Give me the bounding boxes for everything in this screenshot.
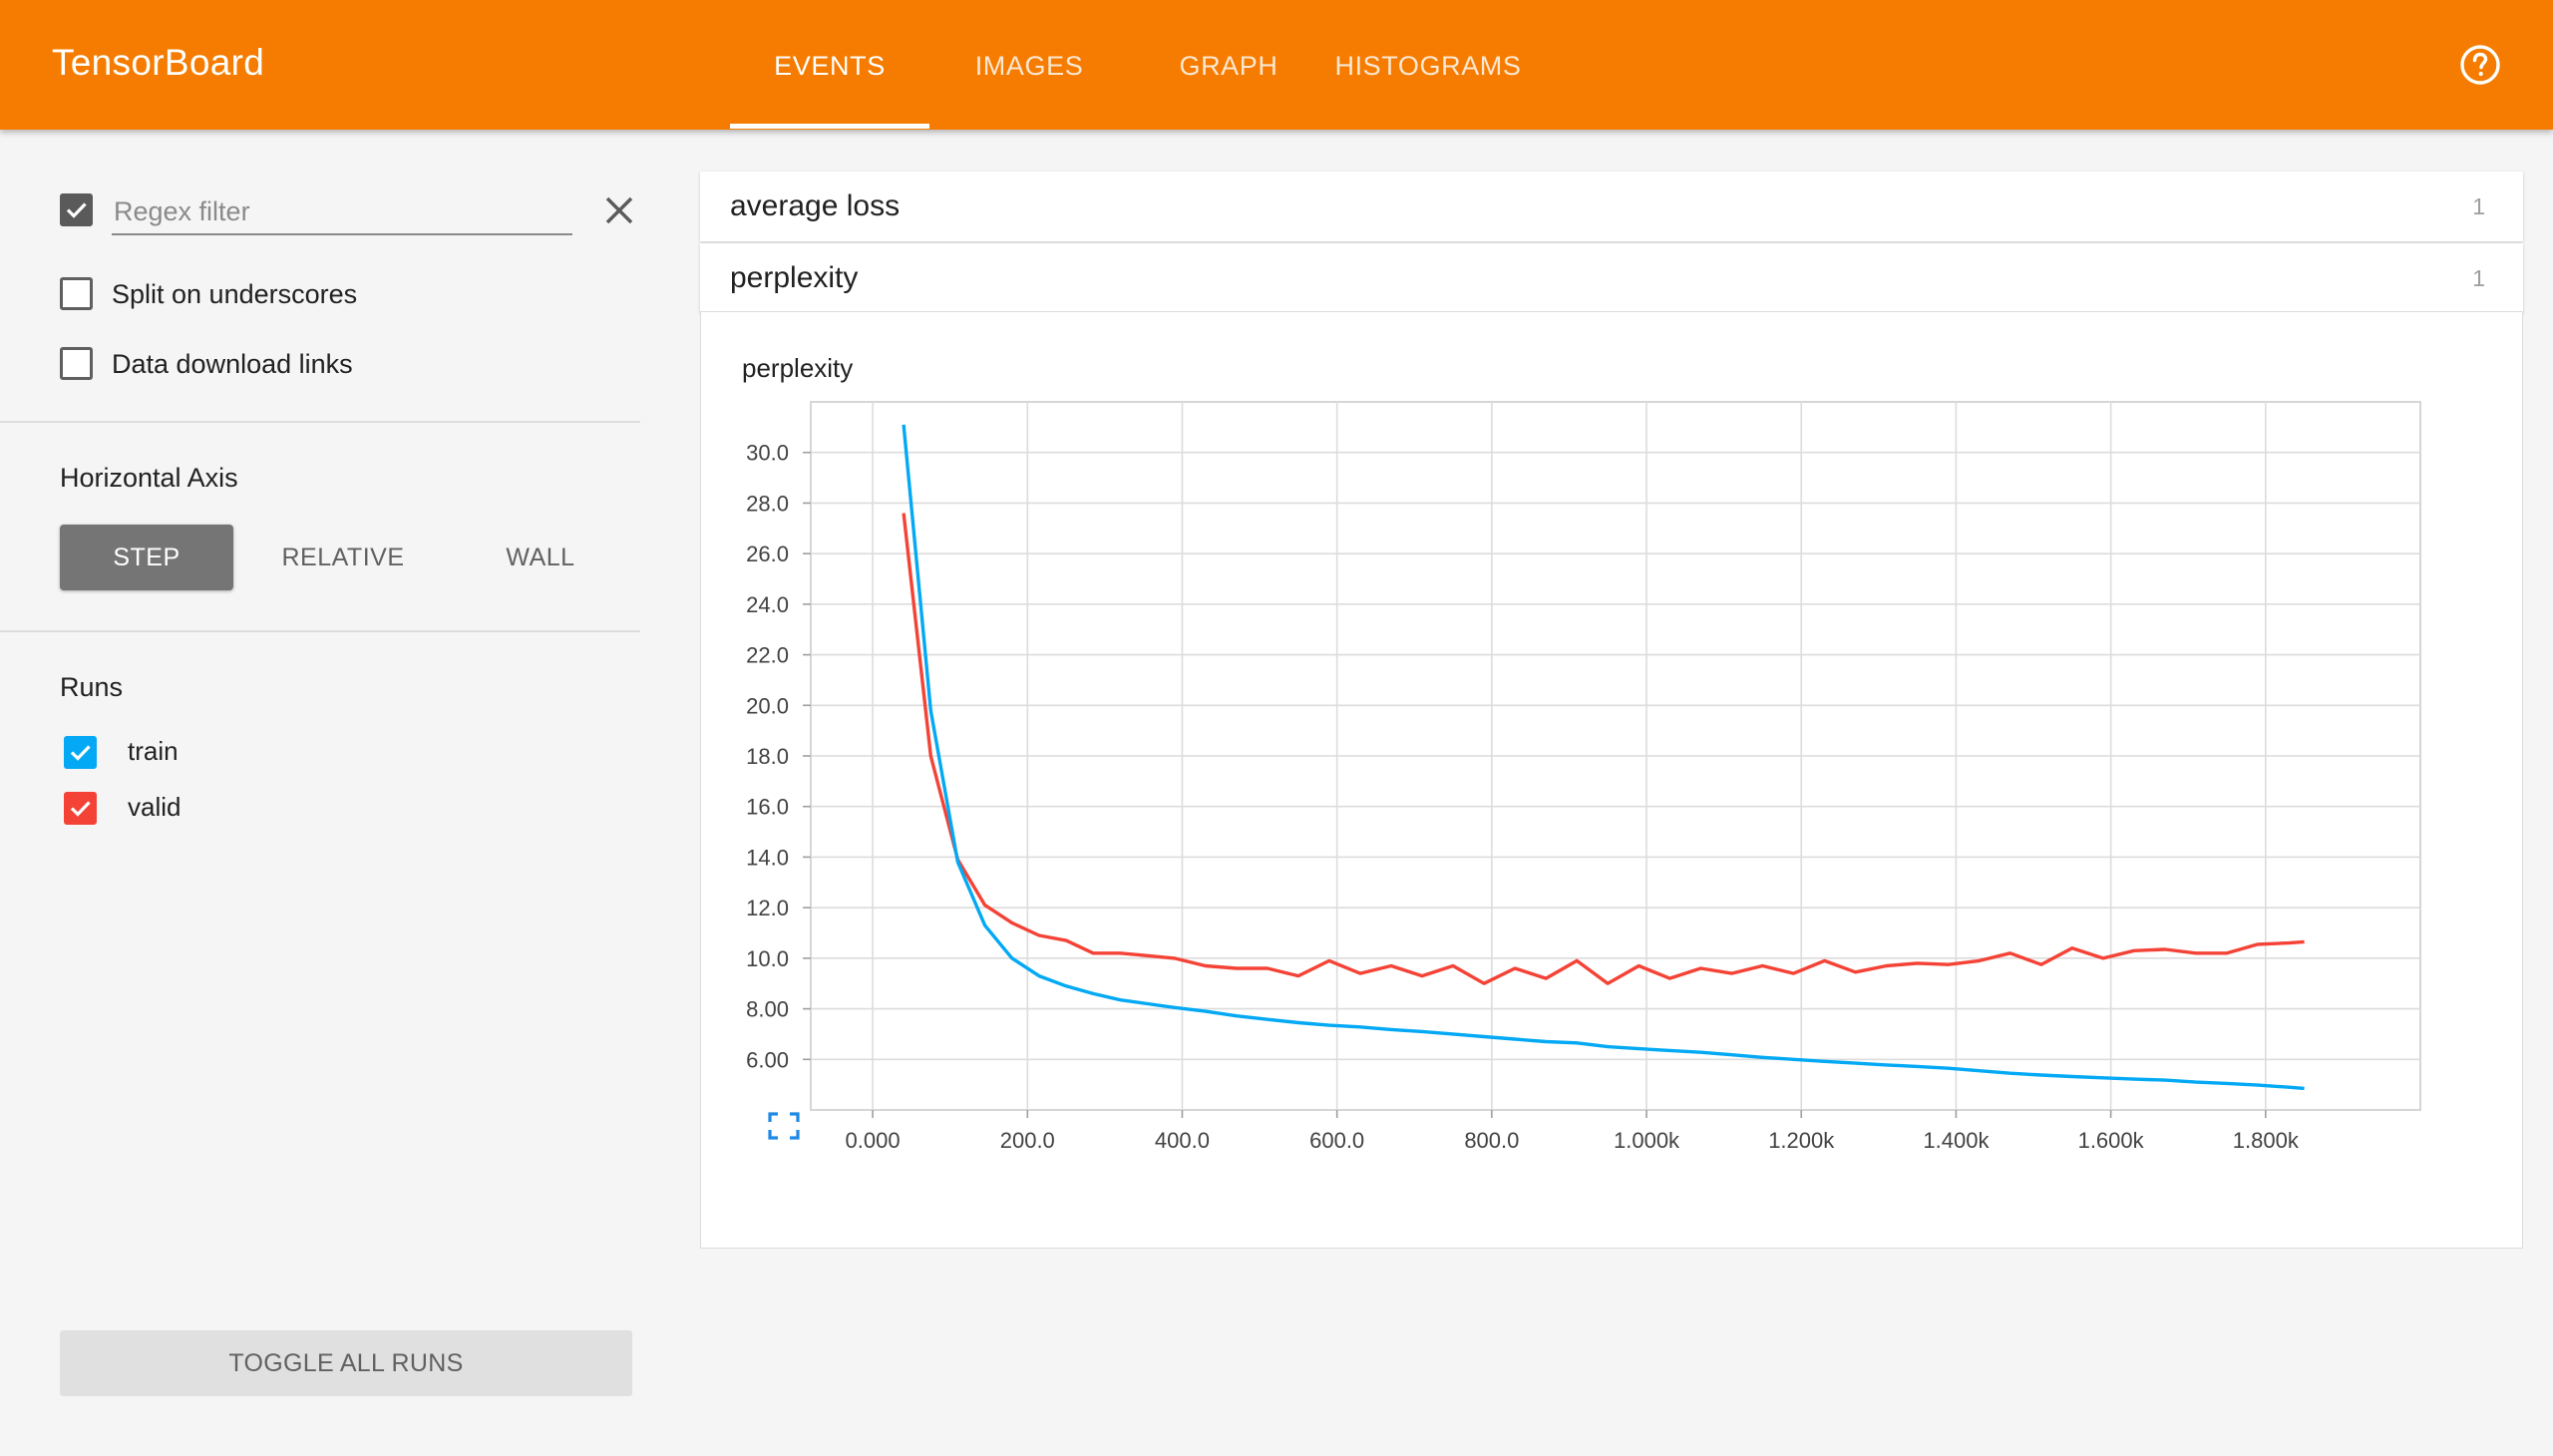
active-tab-indicator [730,124,929,129]
run-checkbox-valid[interactable] [64,792,97,825]
x-tick-label: 200.0 [1000,1128,1055,1153]
x-tick-label: 1.400k [1923,1128,1990,1153]
x-tick-label: 1.000k [1614,1128,1680,1153]
top-app-bar: TensorBoard EVENTS IMAGES GRAPH HISTOGRA… [0,0,2553,130]
split-underscores-label: Split on underscores [112,279,358,309]
chart-series [902,424,2305,1091]
run-label-train: train [128,736,179,766]
close-icon[interactable] [604,195,634,225]
sidebar-divider [0,421,640,423]
y-tick-label: 22.0 [746,643,789,668]
tab-events[interactable]: EVENTS [774,51,886,81]
y-tick-label: 16.0 [746,795,789,820]
tab-graph[interactable]: GRAPH [1179,51,1278,81]
x-tick-label: 0.000 [846,1128,901,1153]
app-title: TensorBoard [52,42,265,83]
sidebar: Split on underscores Data download links… [0,130,640,1456]
x-tick-label: 400.0 [1155,1128,1210,1153]
y-tick-label: 8.00 [746,997,789,1022]
chart-grid [810,401,2421,1111]
y-tick-label: 6.00 [746,1047,789,1072]
chart-title: perplexity [742,353,853,383]
x-tick-label: 800.0 [1464,1128,1519,1153]
category-count: 1 [2472,265,2485,291]
tab-histograms[interactable]: HISTOGRAMS [1334,51,1522,81]
split-underscores-checkbox[interactable] [60,277,93,310]
category-count: 1 [2472,193,2485,219]
run-label-valid: valid [128,792,182,822]
y-tick-label: 24.0 [746,592,789,617]
y-tick-label: 10.0 [746,946,789,971]
category-header-perplexity[interactable]: perplexity 1 [700,243,2523,313]
x-tick-label: 600.0 [1309,1128,1364,1153]
perplexity-chart[interactable]: perplexity 6.00 8.00 10.0 12.0 14.0 16.0 18.0 2… [701,312,2524,1250]
data-download-checkbox[interactable] [60,347,93,380]
y-tick-label: 12.0 [746,896,789,920]
category-title: perplexity [730,261,859,294]
x-tick-label: 1.200k [1768,1128,1835,1153]
regex-filter-input[interactable] [112,189,572,235]
regex-filter-checkbox[interactable] [60,193,93,226]
series-line-train[interactable] [902,424,2305,1091]
y-tick-label: 28.0 [746,491,789,516]
runs-title: Runs [60,672,124,702]
axis-wall-button[interactable]: WALL [506,544,575,571]
y-tick-label: 20.0 [746,693,789,718]
check-icon [66,202,87,218]
run-checkbox-train[interactable] [64,736,97,769]
horizontal-axis-title: Horizontal Axis [60,463,238,493]
series-line-valid[interactable] [902,513,2305,985]
category-header-average-loss[interactable]: average loss 1 [700,172,2523,241]
sidebar-divider [0,630,640,632]
chart-card: perplexity 6.00 8.00 10.0 12.0 14.0 16.0 18.0 2… [700,311,2523,1249]
check-icon [70,801,91,817]
toggle-all-runs-button[interactable]: TOGGLE ALL RUNS [60,1330,632,1396]
y-tick-label: 14.0 [746,845,789,870]
fit-domain-icon[interactable] [768,1112,800,1140]
y-tick-label: 26.0 [746,542,789,566]
y-tick-label: 18.0 [746,744,789,769]
tab-images[interactable]: IMAGES [974,51,1084,81]
x-axis-ticks: 0.000 200.0 400.0 600.0 800.0 1.000k 1.200k 1.4… [846,1110,2300,1153]
y-tick-label: 30.0 [746,441,789,466]
axis-step-button[interactable]: STEP [60,525,233,590]
category-title: average loss [730,189,901,222]
x-tick-label: 1.600k [2078,1128,2145,1153]
y-axis-ticks: 6.00 8.00 10.0 12.0 14.0 16.0 18.0 20.0 22.0 24.0… [746,441,811,1072]
axis-relative-button[interactable]: RELATIVE [281,544,405,571]
check-icon [70,745,91,761]
data-download-label: Data download links [112,349,353,379]
help-circle-icon[interactable] [2459,44,2501,86]
x-tick-label: 1.800k [2233,1128,2300,1153]
